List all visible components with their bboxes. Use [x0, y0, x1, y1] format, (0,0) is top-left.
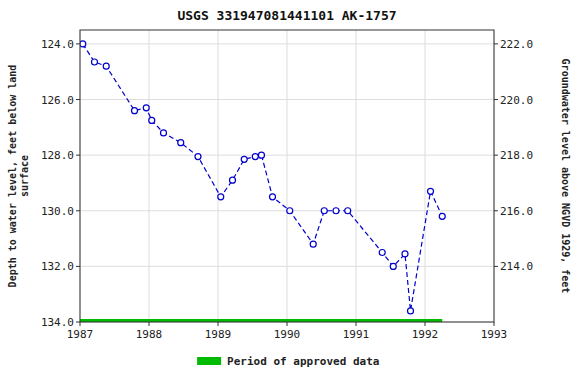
y-axis: 124.0 126.0 128.0 130.0 132.0 134.0	[41, 38, 80, 329]
y-tick	[76, 99, 80, 100]
x-tick-label: 1991	[343, 328, 370, 341]
y-tick	[76, 266, 80, 267]
grid	[80, 30, 494, 322]
x-grid-line	[425, 30, 426, 322]
y2-axis-label: Groundwater level above NGVD 1929, feet	[560, 59, 571, 294]
data-point	[80, 41, 86, 47]
data-point	[103, 63, 109, 69]
x-tick	[287, 322, 288, 326]
y2-axis: 222.0 220.0 218.0 216.0 214.0	[494, 38, 533, 273]
x-tick	[218, 322, 219, 326]
y2-tick-label: 222.0	[500, 38, 533, 51]
y-tick	[76, 210, 80, 211]
background	[0, 0, 576, 384]
x-grid-line	[287, 30, 288, 322]
x-tick	[425, 322, 426, 326]
y-tick-label: 130.0	[41, 205, 74, 218]
x-tick	[80, 322, 81, 326]
x-tick-label: 1989	[205, 328, 232, 341]
data-point	[252, 154, 258, 160]
y2-tick	[494, 43, 498, 44]
data-point	[390, 263, 396, 269]
x-grid-line	[218, 30, 219, 322]
x-tick-label: 1987	[67, 328, 94, 341]
y-grid-line	[80, 43, 494, 44]
data-point	[439, 213, 445, 219]
data-point	[333, 208, 339, 214]
y-axis-label: Depth to water level, feet below landsur…	[7, 65, 30, 288]
data-point	[379, 249, 385, 255]
y2-tick	[494, 99, 498, 100]
y2-tick-label: 214.0	[500, 260, 533, 273]
y-tick	[76, 322, 80, 323]
data-point	[428, 188, 434, 194]
y2-tick	[494, 210, 498, 211]
legend-swatch	[197, 357, 221, 365]
data-point	[345, 208, 351, 214]
y-grid-line	[80, 266, 494, 267]
plot-area	[80, 41, 445, 322]
data-point	[402, 251, 408, 257]
data-point	[149, 117, 155, 123]
y-grid-line	[80, 99, 494, 100]
data-point	[143, 105, 149, 111]
plot-frame	[80, 30, 494, 322]
y-tick-label: 128.0	[41, 149, 74, 162]
y2-tick-label: 220.0	[500, 94, 533, 107]
data-point	[310, 241, 316, 247]
chart: 1987198819891990199119921993124.0126.012…	[0, 0, 576, 384]
y2-tick	[494, 155, 498, 156]
x-axis: 1987 1988 1989 1990 1991 1992 1993	[67, 322, 508, 341]
data-point	[408, 308, 414, 314]
y2-tick-label: 218.0	[500, 149, 533, 162]
x-grid-line	[356, 30, 357, 322]
y-axis-label-line: Depth to water level, feet below land	[7, 65, 18, 288]
data-point	[258, 152, 264, 158]
data-point	[321, 208, 327, 214]
data-point	[160, 130, 166, 136]
data-point	[132, 108, 138, 114]
x-tick-label: 1988	[136, 328, 163, 341]
y-tick-label: 132.0	[41, 260, 74, 273]
y2-tick	[494, 266, 498, 267]
data-point	[241, 156, 247, 162]
data-point	[270, 194, 276, 200]
x-tick-label: 1993	[481, 328, 508, 341]
data-point	[195, 154, 201, 160]
title: USGS 331947081441101 AK-1757	[177, 8, 396, 23]
x-grid-line	[149, 30, 150, 322]
data-point	[91, 59, 97, 65]
y-tick-label: 126.0	[41, 94, 74, 107]
y-tick	[76, 155, 80, 156]
y-tick-label: 134.0	[41, 316, 74, 329]
x-tick	[149, 322, 150, 326]
y2-tick-label: 216.0	[500, 205, 533, 218]
x-tick	[356, 322, 357, 326]
data-point	[178, 140, 184, 146]
legend-label: Period of approved data	[227, 355, 379, 368]
y-tick	[76, 43, 80, 44]
data-point	[287, 208, 293, 214]
x-tick	[494, 322, 495, 326]
x-tick-label: 1990	[274, 328, 301, 341]
data-point	[218, 194, 224, 200]
y-grid-line	[80, 155, 494, 156]
x-tick-label: 1992	[412, 328, 439, 341]
data-line	[83, 44, 442, 311]
legend: Period of approved data	[197, 355, 379, 368]
data-point	[229, 177, 235, 183]
y-tick-label: 124.0	[41, 38, 74, 51]
y-axis-label-line: surface	[19, 155, 30, 197]
